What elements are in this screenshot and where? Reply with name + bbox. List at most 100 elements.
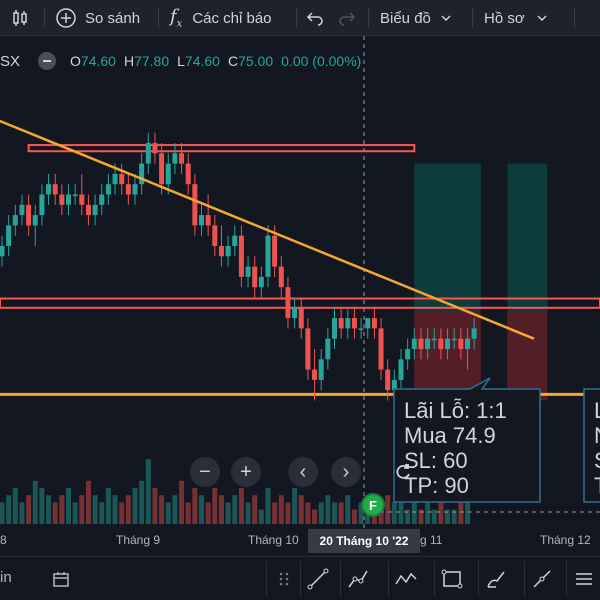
time-axis[interactable]: 8 Tháng 9 Tháng 10 g 11 Tháng 12 bbox=[0, 528, 600, 552]
redo-button[interactable] bbox=[338, 0, 356, 36]
volume-bar bbox=[192, 488, 198, 524]
position-info-box-2 bbox=[583, 388, 600, 503]
bar-style-icon[interactable] bbox=[10, 0, 30, 36]
volume-bar bbox=[411, 502, 417, 524]
candle-body bbox=[365, 318, 371, 329]
measure-icon bbox=[532, 570, 551, 588]
candle-body bbox=[471, 328, 477, 339]
brush-tool[interactable] bbox=[478, 561, 512, 597]
chart-menu-button[interactable]: Biểu đồ bbox=[380, 0, 451, 36]
pattern-icon bbox=[394, 572, 417, 585]
candle-body bbox=[19, 204, 25, 216]
volume-bar bbox=[298, 495, 304, 524]
volume-bar bbox=[458, 502, 464, 524]
risk-reward-ratio: Lãi Lỗ: 1:1 bbox=[404, 398, 507, 423]
x-tick-label: Tháng 12 bbox=[540, 533, 591, 547]
volume-bar bbox=[425, 502, 431, 524]
indicators-button[interactable]: fx Các chỉ báo bbox=[170, 0, 272, 36]
trend-line-icon bbox=[307, 568, 328, 590]
volume-bar bbox=[72, 502, 78, 524]
volume-bar bbox=[252, 495, 258, 524]
scroll-left-button[interactable]: ‹ bbox=[288, 457, 318, 487]
scroll-right-button[interactable]: › bbox=[331, 457, 361, 487]
chevron-left-icon: ‹ bbox=[299, 460, 307, 483]
volume-bar bbox=[438, 502, 444, 524]
volume-bar bbox=[292, 488, 298, 524]
chart-menu-label: Biểu đồ bbox=[380, 9, 431, 27]
volume-bar bbox=[378, 509, 384, 524]
object-tree-button[interactable] bbox=[566, 561, 600, 597]
cut-text: S bbox=[594, 448, 600, 473]
function-icon: fx bbox=[170, 6, 183, 30]
rectangle-tool[interactable] bbox=[434, 561, 468, 597]
candle-body bbox=[418, 338, 424, 349]
volume-bar bbox=[105, 488, 111, 524]
pattern-tool[interactable] bbox=[388, 561, 422, 597]
open-value: 74.60 bbox=[80, 53, 116, 69]
candle-body bbox=[12, 215, 18, 226]
candle-body bbox=[358, 328, 364, 330]
price-chart[interactable] bbox=[0, 36, 600, 528]
chevron-down-icon bbox=[537, 15, 547, 22]
candle-body bbox=[225, 246, 231, 257]
trend-line-tool[interactable] bbox=[300, 561, 334, 597]
candle-body bbox=[192, 184, 198, 226]
volume-bar bbox=[52, 502, 58, 524]
candle-body bbox=[165, 163, 171, 185]
undo-button[interactable] bbox=[306, 0, 324, 36]
candle-body bbox=[66, 194, 71, 205]
candle-body bbox=[238, 235, 244, 277]
toolbar-divider bbox=[472, 8, 473, 28]
toolbar-divider bbox=[44, 8, 45, 28]
compare-button[interactable]: So sánh bbox=[55, 0, 140, 36]
calendar-button[interactable] bbox=[44, 561, 78, 597]
candle-body bbox=[72, 194, 78, 196]
candle-body bbox=[218, 246, 224, 257]
volume-bar bbox=[205, 502, 211, 524]
x-tick-label: g 11 bbox=[420, 533, 443, 547]
candle-body bbox=[52, 184, 58, 195]
candle-body bbox=[105, 184, 111, 195]
volume-bar bbox=[132, 488, 138, 524]
candle-body bbox=[232, 235, 238, 246]
zoom-out-button[interactable]: − bbox=[190, 457, 220, 487]
path-tool[interactable] bbox=[340, 561, 374, 597]
drag-handle[interactable] bbox=[266, 561, 300, 597]
volume-bar bbox=[19, 502, 25, 524]
volume-bar bbox=[26, 495, 32, 524]
candle-body bbox=[332, 318, 337, 339]
profile-button[interactable]: Hồ sơ bbox=[484, 0, 547, 36]
candle-body bbox=[92, 204, 98, 216]
candle-body bbox=[265, 235, 271, 277]
bottom-left-text: in bbox=[0, 569, 12, 586]
collapse-legend-button[interactable] bbox=[38, 52, 57, 70]
volume-bar bbox=[312, 509, 318, 524]
candle-body bbox=[119, 173, 125, 185]
candle-body bbox=[445, 338, 451, 349]
candle-body bbox=[438, 338, 444, 349]
volume-bar bbox=[199, 495, 204, 524]
candle-body bbox=[79, 194, 85, 205]
volume-bar bbox=[66, 488, 71, 524]
volume-bar bbox=[418, 509, 424, 524]
volume-bar bbox=[232, 495, 238, 524]
volume-bar bbox=[345, 495, 351, 524]
candle-body bbox=[132, 184, 138, 195]
volume-bar bbox=[218, 495, 224, 524]
candle-body bbox=[59, 194, 65, 205]
list-icon bbox=[575, 573, 592, 585]
downtrend-line bbox=[0, 119, 535, 340]
zoom-in-button[interactable]: + bbox=[231, 457, 261, 487]
volume-bar bbox=[465, 495, 470, 524]
volume-bar bbox=[272, 502, 278, 524]
earnings-event-marker[interactable]: F bbox=[361, 493, 385, 517]
reset-chart-button[interactable] bbox=[388, 457, 418, 487]
candle-body bbox=[205, 215, 211, 226]
path-icon bbox=[347, 570, 368, 588]
volume-bar bbox=[185, 502, 191, 524]
volume-bar bbox=[85, 480, 91, 524]
resistance-zone bbox=[27, 144, 416, 153]
measure-tool[interactable] bbox=[524, 561, 558, 597]
volume-bar bbox=[338, 502, 344, 524]
volume-bar bbox=[152, 488, 158, 524]
